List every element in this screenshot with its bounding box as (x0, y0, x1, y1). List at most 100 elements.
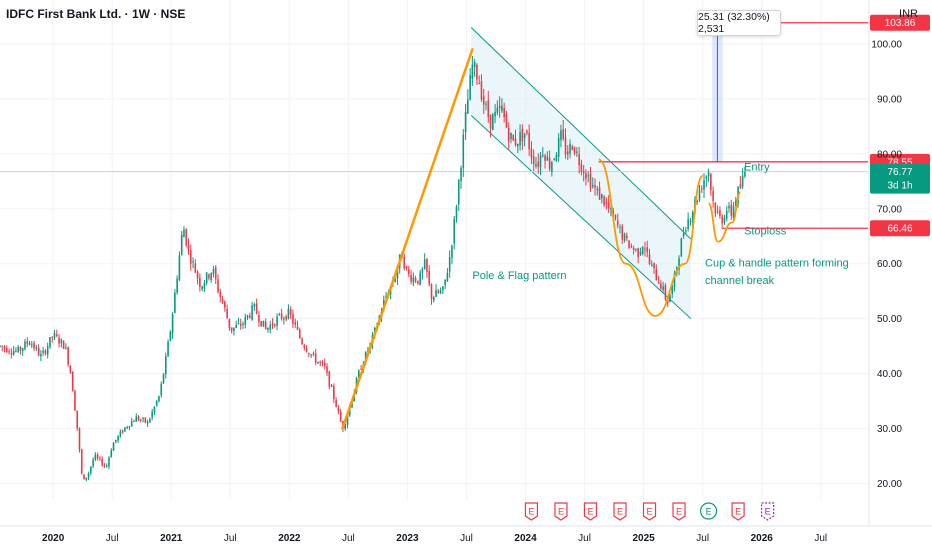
candle-body (287, 308, 290, 319)
candle-body (8, 351, 10, 353)
earnings-marker[interactable]: E (699, 502, 718, 520)
handle-curve[interactable] (707, 191, 742, 243)
earnings-badge (554, 502, 568, 521)
candle-body (58, 337, 60, 344)
candle-body (596, 188, 599, 191)
candle-body (487, 100, 490, 118)
candle-body (548, 157, 551, 169)
candle-body (501, 105, 503, 111)
candle-body (703, 180, 705, 190)
earnings-label: E (617, 507, 623, 517)
candle-body (626, 235, 628, 239)
chart-grid (0, 0, 932, 527)
candle-body (496, 107, 499, 113)
candle-body (146, 421, 149, 424)
candle-body (344, 423, 347, 429)
candle-body (285, 316, 287, 320)
level-price-tag-label: 103.86 (885, 18, 916, 29)
earnings-marker[interactable]: E (613, 502, 627, 521)
earnings-badge (731, 502, 745, 521)
candle-body (442, 286, 444, 291)
candle-body (546, 156, 549, 161)
candle-body (323, 362, 326, 367)
candle-body (460, 167, 462, 182)
candle-body (10, 353, 13, 355)
candle-body (537, 161, 540, 167)
candle-body (735, 200, 737, 207)
candle-body (53, 333, 56, 338)
candle-body (453, 218, 456, 244)
candle-body (192, 261, 194, 263)
candle-body (569, 143, 571, 154)
candle-body (591, 184, 594, 187)
channel-lower-line[interactable] (470, 115, 692, 320)
pole-trendline[interactable] (341, 48, 474, 430)
candle-body (673, 273, 676, 287)
bar-countdown-label: 3d 1h (887, 181, 912, 192)
annotation-label: channel break (705, 275, 775, 287)
candle-body (605, 202, 608, 204)
x-tick-label: Jul (814, 533, 827, 544)
earnings-marker[interactable]: E (524, 502, 539, 521)
candle-body (696, 200, 699, 202)
x-tick-label: Jul (224, 533, 237, 544)
candle-body (619, 226, 621, 228)
y-tick-label: 100.00 (871, 39, 902, 50)
x-tick-label: Jul (342, 533, 355, 544)
candle-body (594, 185, 596, 188)
candle-body (700, 188, 703, 190)
level-price-tag-label: 78.55 (887, 157, 912, 168)
price-axis[interactable]: 20.00 30.00 40.00 50.00 60.00 70.00 80.00 90.00… (871, 39, 902, 490)
candle-body (530, 148, 533, 158)
candle-body (744, 172, 746, 177)
earnings-marker[interactable]: E (554, 502, 568, 521)
candle-body (467, 99, 469, 114)
candle-body (6, 347, 8, 352)
candle-body (739, 184, 742, 188)
candle-body (669, 295, 671, 303)
candle-body (298, 329, 301, 339)
candle-body (560, 130, 562, 141)
candle-body (498, 105, 501, 108)
candle-body (99, 457, 101, 459)
earnings-marker[interactable]: E (642, 502, 657, 521)
x-tick-label: Jul (106, 533, 119, 544)
candle-body (199, 277, 201, 288)
candle-body (212, 269, 215, 274)
candle-body (69, 365, 72, 373)
earnings-marker[interactable]: E (672, 502, 686, 521)
earnings-marker[interactable]: E (761, 502, 775, 521)
time-axis[interactable]: 2020 Jul 2021 Jul 2022 Jul 2023 Jul 2024 Jul 2025 J… (42, 533, 827, 544)
cup-curve[interactable] (598, 158, 704, 317)
earnings-marker[interactable]: E (731, 502, 745, 521)
candle-body (280, 313, 283, 319)
candle-body (185, 229, 188, 246)
candle-body (339, 411, 342, 422)
candle-body (698, 190, 701, 200)
candle-body (632, 247, 635, 250)
level-lines[interactable]: 103.86 78.55 66.46 76.77 3d 1h (0, 14, 930, 237)
candle-body (12, 350, 15, 355)
candle-body (130, 421, 133, 427)
candle-body (414, 278, 417, 282)
earnings-marker[interactable]: E (583, 502, 598, 521)
candle-body (301, 338, 303, 345)
earnings-badge (613, 502, 627, 521)
candle-body (271, 323, 274, 326)
candle-body (92, 459, 94, 467)
candle-body (333, 386, 335, 400)
candle-body (614, 215, 617, 219)
channel-upper-line[interactable] (470, 27, 692, 240)
candle-body (519, 132, 521, 146)
candle-body (26, 341, 29, 344)
pattern-drawings[interactable] (341, 48, 742, 430)
candle-body (671, 286, 674, 294)
current-price-tag (870, 163, 930, 194)
candle-body (46, 346, 49, 355)
candle-body (90, 466, 92, 474)
candle-body (128, 426, 131, 428)
candle-body (553, 158, 555, 160)
y-tick-label: 80.00 (877, 149, 902, 160)
